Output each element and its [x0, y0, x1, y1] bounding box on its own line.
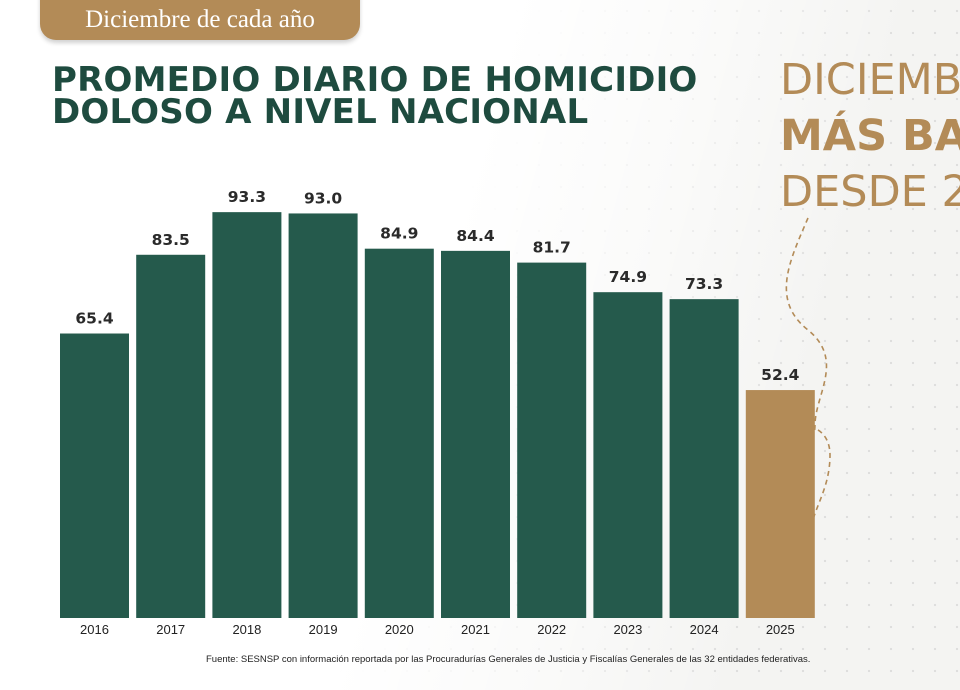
bar-2023 — [593, 292, 663, 618]
bar-2021 — [441, 250, 510, 619]
x-tick-2025: 2025 — [766, 622, 795, 637]
period-badge: Diciembre de cada año — [40, 0, 360, 40]
source-footnote: Fuente: SESNSP con información reportada… — [206, 654, 811, 665]
bar-2017 — [136, 254, 206, 618]
value-label-2019: 93.0 — [304, 189, 342, 207]
value-label-2024: 73.3 — [685, 275, 723, 293]
value-label-2018: 93.3 — [228, 188, 266, 206]
x-tick-2024: 2024 — [690, 622, 719, 637]
x-tick-2019: 2019 — [309, 622, 338, 637]
bar-2016 — [60, 333, 129, 618]
value-label-2022: 81.7 — [533, 239, 571, 257]
bar-2024 — [669, 299, 739, 618]
title-line-1: PROMEDIO DIARIO DE HOMICIDIO — [52, 60, 698, 100]
value-label-2016: 65.4 — [75, 310, 113, 328]
value-label-2025: 52.4 — [761, 366, 799, 384]
x-tick-2018: 2018 — [232, 622, 261, 637]
bar-2018 — [212, 212, 282, 618]
bar-2025 — [745, 390, 815, 618]
bar-2020 — [364, 248, 434, 618]
bar-2019 — [288, 213, 358, 618]
bar-2022 — [517, 262, 587, 618]
value-label-2023: 74.9 — [609, 268, 647, 286]
x-tick-2016: 2016 — [80, 622, 109, 637]
side-line-3: DESDE 2 — [780, 167, 960, 217]
x-tick-2020: 2020 — [385, 622, 414, 637]
value-label-2017: 83.5 — [152, 231, 190, 249]
title-line-2: DOLOSO A NIVEL NACIONAL — [52, 92, 589, 132]
x-tick-2017: 2017 — [156, 622, 185, 637]
value-label-2020: 84.9 — [380, 225, 418, 243]
side-line-1: DICIEMB — [780, 55, 960, 105]
side-headline: DICIEMB MÁS BA DESDE 2 — [780, 52, 960, 220]
x-tick-2023: 2023 — [613, 622, 642, 637]
chart-title: PROMEDIO DIARIO DE HOMICIDIO DOLOSO A NI… — [52, 60, 698, 132]
value-label-2021: 84.4 — [456, 227, 494, 245]
x-tick-2022: 2022 — [537, 622, 566, 637]
x-tick-2021: 2021 — [461, 622, 490, 637]
side-line-2: MÁS BA — [780, 111, 960, 161]
